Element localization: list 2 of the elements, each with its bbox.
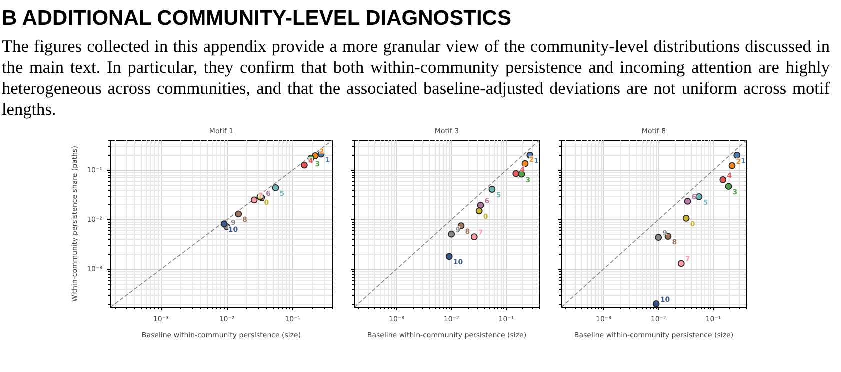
text: The figures collected in this appendix provide a more granular view of the community-level distributions discussed in the main text. In particular, they confirm that both within-community persistence and incoming attention are highly heterogeneous across communities, and that the associated baseline-adjusted deviations are not uniform across motif lengths. (2, 36, 830, 120)
text: B ADDITIONAL COMMUNITY-LEVEL DIAGNOSTICS (2, 6, 512, 32)
